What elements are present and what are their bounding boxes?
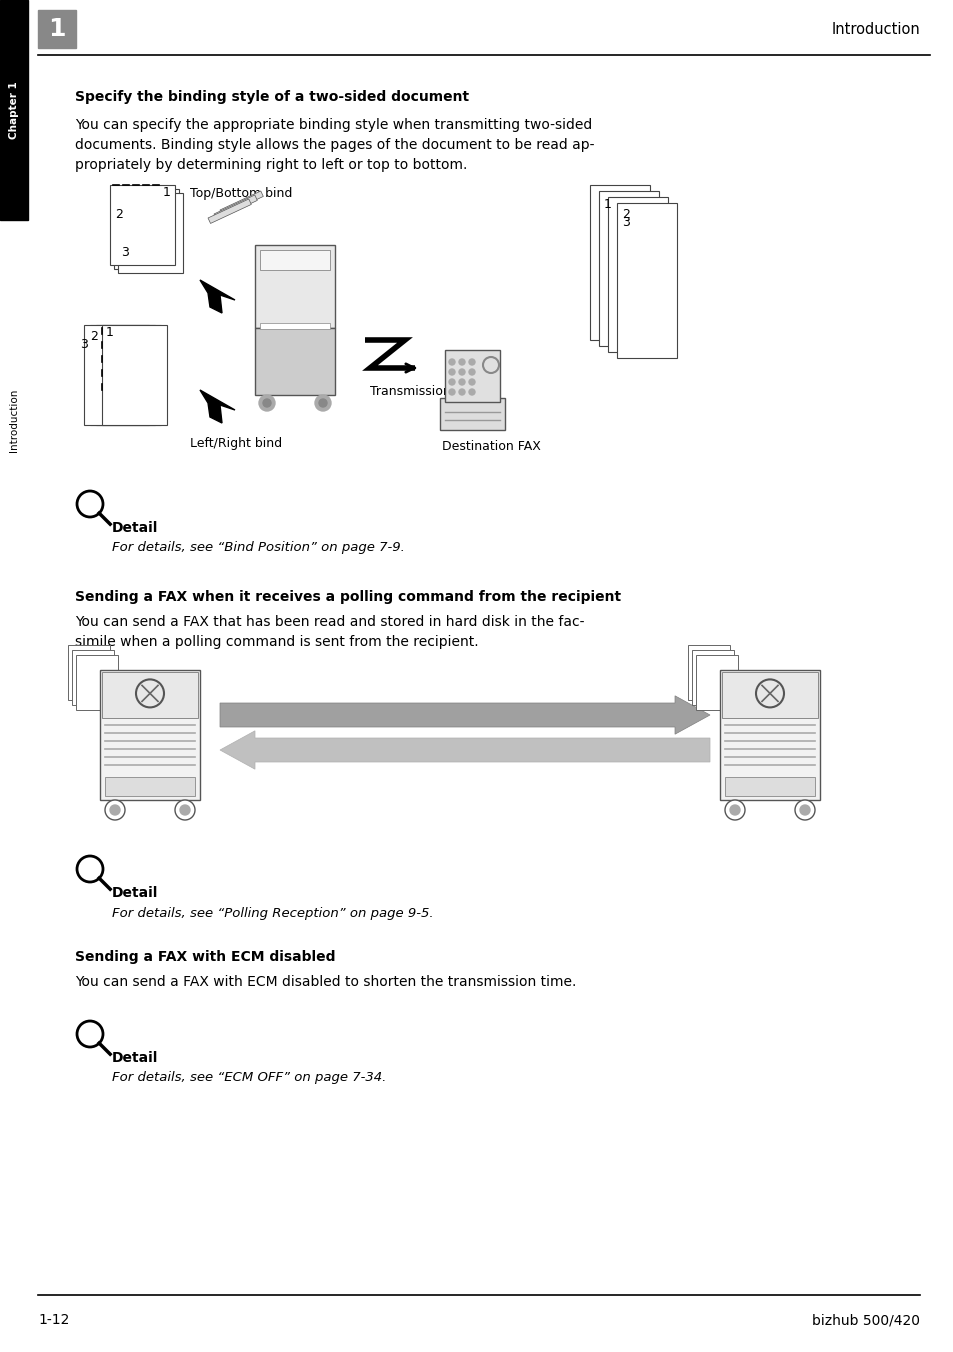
Circle shape: [469, 379, 475, 385]
Circle shape: [729, 804, 740, 815]
Circle shape: [458, 369, 464, 375]
Polygon shape: [200, 389, 234, 423]
Text: Detail: Detail: [112, 1051, 158, 1065]
Bar: [696, 654, 738, 710]
Circle shape: [469, 360, 475, 365]
Bar: [691, 650, 733, 704]
Bar: [208, 199, 251, 223]
Text: Chapter 1: Chapter 1: [9, 81, 19, 139]
Text: Detail: Detail: [112, 521, 158, 535]
Bar: [0, 0, 28, 220]
Circle shape: [449, 360, 455, 365]
Circle shape: [314, 395, 331, 411]
Circle shape: [724, 800, 744, 821]
Circle shape: [318, 399, 327, 407]
Text: 1: 1: [106, 326, 113, 339]
Bar: [589, 185, 649, 339]
Text: 2: 2: [90, 330, 98, 343]
Text: You can send a FAX with ECM disabled to shorten the transmission time.: You can send a FAX with ECM disabled to …: [75, 975, 576, 990]
Text: 2: 2: [115, 208, 123, 222]
Text: Destination FAX: Destination FAX: [441, 439, 540, 453]
Text: 3: 3: [621, 216, 629, 230]
Bar: [100, 671, 200, 800]
Bar: [720, 671, 820, 800]
Bar: [96, 324, 161, 425]
Text: Detail: Detail: [112, 886, 158, 900]
Bar: [118, 193, 183, 273]
Polygon shape: [200, 280, 234, 314]
Text: Left/Right bind: Left/Right bind: [190, 437, 282, 449]
Text: Sending a FAX with ECM disabled: Sending a FAX with ECM disabled: [75, 950, 335, 964]
Bar: [687, 645, 729, 700]
Bar: [113, 189, 179, 269]
Text: Specify the binding style of a two-sided document: Specify the binding style of a two-sided…: [75, 91, 469, 104]
Circle shape: [458, 379, 464, 385]
Circle shape: [449, 369, 455, 375]
Text: simile when a polling command is sent from the recipient.: simile when a polling command is sent fr…: [75, 635, 478, 649]
Circle shape: [105, 800, 125, 821]
Text: documents. Binding style allows the pages of the document to be read ap-: documents. Binding style allows the page…: [75, 138, 594, 151]
Circle shape: [800, 804, 809, 815]
Circle shape: [110, 804, 120, 815]
Circle shape: [180, 804, 190, 815]
Circle shape: [449, 379, 455, 385]
Bar: [607, 197, 667, 352]
Bar: [68, 645, 110, 700]
Bar: [721, 672, 817, 718]
Bar: [90, 324, 154, 425]
Circle shape: [469, 369, 475, 375]
Bar: [38, 9, 76, 49]
Text: You can specify the appropriate binding style when transmitting two-sided: You can specify the appropriate binding …: [75, 118, 592, 132]
FancyArrow shape: [220, 696, 709, 734]
Bar: [84, 324, 149, 425]
Bar: [444, 350, 499, 402]
Bar: [598, 191, 659, 346]
Text: For details, see “Bind Position” on page 7-9.: For details, see “Bind Position” on page…: [112, 542, 404, 554]
Text: 3: 3: [121, 246, 129, 260]
Text: 1: 1: [163, 187, 171, 200]
Bar: [260, 323, 330, 329]
Text: Introduction: Introduction: [9, 388, 19, 452]
Bar: [617, 203, 677, 358]
Bar: [102, 672, 198, 718]
Text: Introduction: Introduction: [830, 22, 919, 37]
Text: 2: 2: [621, 207, 629, 220]
Bar: [260, 250, 330, 270]
Bar: [724, 776, 814, 796]
Circle shape: [794, 800, 814, 821]
Text: propriately by determining right to left or top to bottom.: propriately by determining right to left…: [75, 158, 467, 172]
Text: For details, see “Polling Reception” on page 9-5.: For details, see “Polling Reception” on …: [112, 906, 434, 919]
Bar: [220, 191, 263, 215]
Text: 1-12: 1-12: [38, 1313, 70, 1328]
Circle shape: [449, 389, 455, 395]
Circle shape: [263, 399, 271, 407]
FancyArrow shape: [220, 731, 709, 769]
Bar: [102, 324, 167, 425]
Text: 1: 1: [603, 199, 611, 211]
Bar: [76, 654, 118, 710]
Text: Top/Bottom bind: Top/Bottom bind: [190, 187, 292, 200]
Circle shape: [458, 360, 464, 365]
Bar: [105, 776, 194, 796]
Bar: [439, 397, 504, 430]
Circle shape: [258, 395, 274, 411]
Text: 1: 1: [49, 18, 66, 41]
Circle shape: [174, 800, 194, 821]
Bar: [254, 327, 335, 395]
Text: bizhub 500/420: bizhub 500/420: [811, 1313, 919, 1328]
Text: You can send a FAX that has been read and stored in hard disk in the fac-: You can send a FAX that has been read an…: [75, 615, 584, 629]
Text: For details, see “ECM OFF” on page 7-34.: For details, see “ECM OFF” on page 7-34.: [112, 1072, 386, 1084]
Text: 3: 3: [80, 338, 88, 352]
Bar: [213, 195, 257, 219]
Text: Transmission: Transmission: [370, 385, 450, 397]
Bar: [110, 185, 174, 265]
Bar: [71, 650, 113, 704]
Bar: [254, 245, 335, 327]
Circle shape: [458, 389, 464, 395]
Text: Sending a FAX when it receives a polling command from the recipient: Sending a FAX when it receives a polling…: [75, 589, 620, 604]
Circle shape: [469, 389, 475, 395]
